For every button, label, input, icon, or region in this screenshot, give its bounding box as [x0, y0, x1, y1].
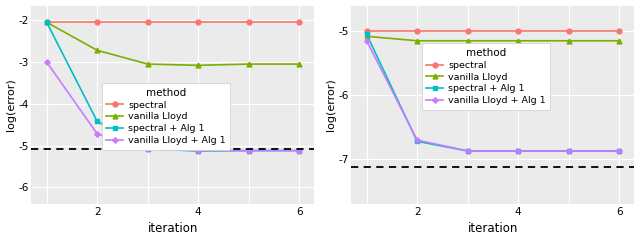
spectral + Alg 1: [195, 150, 202, 153]
spectral + Alg 1: [515, 149, 522, 152]
Y-axis label: log(error): log(error): [326, 79, 335, 131]
spectral: [363, 30, 371, 33]
vanilla Lloyd: [195, 64, 202, 67]
vanilla Lloyd + Alg 1: [616, 149, 623, 152]
vanilla Lloyd + Alg 1: [195, 149, 202, 152]
vanilla Lloyd + Alg 1: [565, 149, 573, 152]
Line: spectral + Alg 1: spectral + Alg 1: [364, 32, 621, 153]
vanilla Lloyd + Alg 1: [464, 149, 472, 152]
vanilla Lloyd: [464, 39, 472, 42]
spectral: [515, 30, 522, 33]
vanilla Lloyd + Alg 1: [515, 149, 522, 152]
spectral: [144, 21, 152, 24]
spectral + Alg 1: [464, 149, 472, 152]
vanilla Lloyd: [515, 39, 522, 42]
spectral: [413, 30, 421, 33]
vanilla Lloyd + Alg 1: [296, 149, 303, 152]
spectral + Alg 1: [245, 149, 253, 152]
vanilla Lloyd + Alg 1: [93, 133, 101, 135]
spectral: [245, 21, 253, 24]
vanilla Lloyd: [144, 63, 152, 66]
spectral: [616, 30, 623, 33]
vanilla Lloyd: [363, 35, 371, 38]
spectral: [296, 21, 303, 24]
spectral + Alg 1: [296, 149, 303, 152]
spectral + Alg 1: [144, 147, 152, 150]
Line: vanilla Lloyd + Alg 1: vanilla Lloyd + Alg 1: [44, 60, 301, 153]
X-axis label: iteration: iteration: [148, 222, 198, 235]
Line: spectral: spectral: [44, 20, 301, 25]
vanilla Lloyd + Alg 1: [144, 147, 152, 150]
vanilla Lloyd: [93, 49, 101, 52]
Line: spectral + Alg 1: spectral + Alg 1: [44, 20, 301, 154]
spectral: [195, 21, 202, 24]
Y-axis label: log(error): log(error): [6, 79, 15, 131]
Line: vanilla Lloyd: vanilla Lloyd: [364, 34, 621, 43]
Line: vanilla Lloyd + Alg 1: vanilla Lloyd + Alg 1: [364, 38, 621, 153]
Legend: spectral, vanilla Lloyd, spectral + Alg 1, vanilla Lloyd + Alg 1: spectral, vanilla Lloyd, spectral + Alg …: [422, 43, 550, 110]
X-axis label: iteration: iteration: [468, 222, 518, 235]
vanilla Lloyd: [43, 21, 51, 24]
vanilla Lloyd: [296, 63, 303, 66]
spectral: [93, 21, 101, 24]
vanilla Lloyd: [413, 39, 421, 42]
spectral + Alg 1: [413, 140, 421, 143]
vanilla Lloyd + Alg 1: [363, 39, 371, 42]
Line: spectral: spectral: [364, 29, 621, 33]
spectral: [565, 30, 573, 33]
Line: vanilla Lloyd: vanilla Lloyd: [44, 20, 301, 68]
spectral: [43, 21, 51, 24]
vanilla Lloyd + Alg 1: [245, 149, 253, 152]
spectral + Alg 1: [565, 149, 573, 152]
vanilla Lloyd: [565, 39, 573, 42]
spectral + Alg 1: [363, 33, 371, 36]
spectral + Alg 1: [43, 21, 51, 24]
spectral + Alg 1: [616, 149, 623, 152]
vanilla Lloyd + Alg 1: [43, 60, 51, 63]
vanilla Lloyd: [616, 39, 623, 42]
spectral: [464, 30, 472, 33]
vanilla Lloyd: [245, 63, 253, 66]
spectral + Alg 1: [93, 120, 101, 123]
Legend: spectral, vanilla Lloyd, spectral + Alg 1, vanilla Lloyd + Alg 1: spectral, vanilla Lloyd, spectral + Alg …: [102, 83, 230, 150]
vanilla Lloyd + Alg 1: [413, 139, 421, 141]
